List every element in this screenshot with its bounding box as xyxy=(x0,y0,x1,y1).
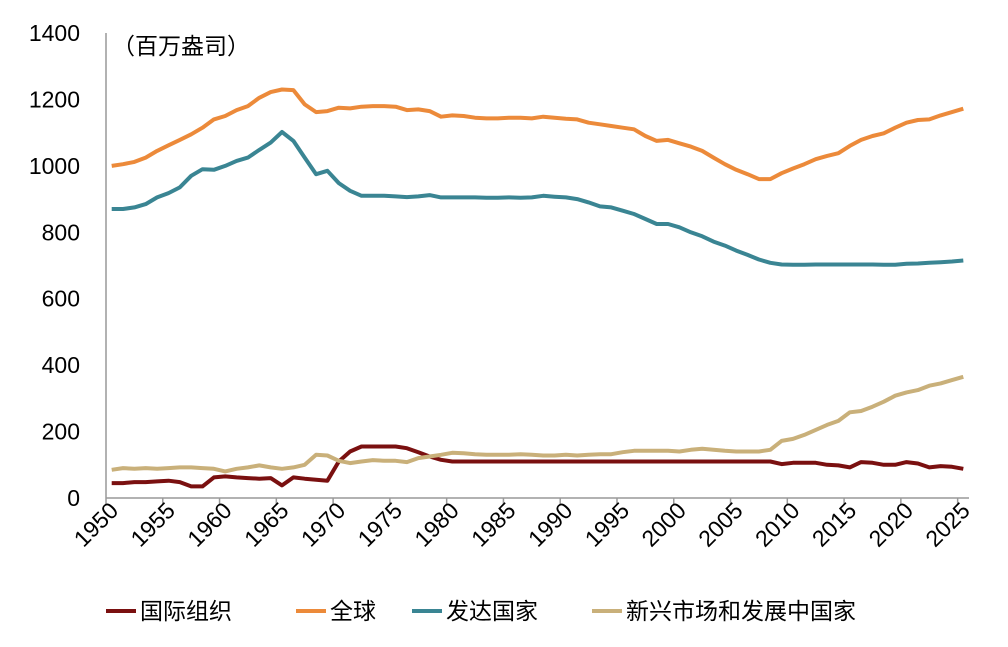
x-tick-label: 2020 xyxy=(864,497,919,552)
x-tick-label: 2015 xyxy=(807,497,862,552)
legend-label: 国际组织 xyxy=(140,598,232,624)
x-tick-label: 1955 xyxy=(125,497,180,552)
y-tick-label: 0 xyxy=(67,485,80,511)
x-tick-label: 1980 xyxy=(409,497,464,552)
x-tick-label: 1965 xyxy=(239,497,294,552)
series-line xyxy=(111,374,964,474)
y-tick-label: 800 xyxy=(42,219,80,245)
legend: 国际组织 全球 发达国家 新兴市场和发展中国家 xyxy=(106,598,856,624)
unit-label: （百万盎司） xyxy=(112,33,250,59)
series-line xyxy=(111,87,964,182)
x-tick-label: 1975 xyxy=(353,497,408,552)
y-axis: 0 200 400 600 800 1000 1200 1400 xyxy=(29,20,107,511)
y-tick-label: 200 xyxy=(42,419,80,445)
x-tick-label: 2010 xyxy=(750,497,805,552)
legend-label: 全球 xyxy=(330,598,376,624)
series-lines xyxy=(111,87,964,489)
x-tick-label: 2025 xyxy=(920,497,975,552)
x-tick-label: 1960 xyxy=(182,497,237,552)
x-tick-label: 2000 xyxy=(636,497,691,552)
y-tick-label: 400 xyxy=(42,352,80,378)
x-tick-label: 1990 xyxy=(523,497,578,552)
x-tick-label: 2005 xyxy=(693,497,748,552)
series-line xyxy=(111,444,964,489)
x-tick-label: 1995 xyxy=(580,497,635,552)
y-tick-label: 1200 xyxy=(29,86,80,112)
x-axis: 1950 1955 1960 1965 1970 1975 1980 1985 1990 1995… xyxy=(69,497,975,552)
y-tick-label: 1400 xyxy=(29,20,80,46)
x-tick-label: 1985 xyxy=(466,497,521,552)
x-tick-label: 1970 xyxy=(296,497,351,552)
y-tick-label: 600 xyxy=(42,286,80,312)
legend-label: 发达国家 xyxy=(446,598,538,624)
y-tick-label: 1000 xyxy=(29,153,80,179)
legend-label: 新兴市场和发展中国家 xyxy=(626,598,856,624)
series-line xyxy=(111,130,964,267)
